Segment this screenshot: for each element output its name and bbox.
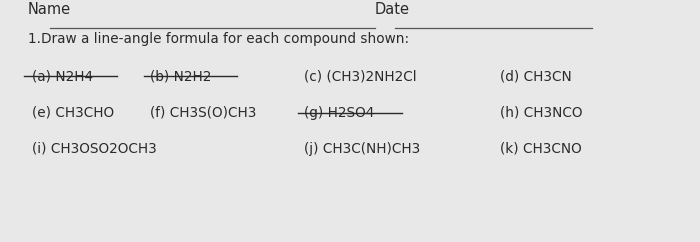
Text: (a) N2H4: (a) N2H4 [32,69,92,83]
Text: (d) CH3CN: (d) CH3CN [500,69,573,83]
Text: (c) (CH3)2NH2Cl: (c) (CH3)2NH2Cl [304,69,417,83]
Text: (h) CH3NCO: (h) CH3NCO [500,106,583,120]
Text: (f) CH3S(O)CH3: (f) CH3S(O)CH3 [150,106,257,120]
Text: (g) H2SO4: (g) H2SO4 [304,106,375,120]
Text: 1.Draw a line-angle formula for each compound shown:: 1.Draw a line-angle formula for each com… [28,32,409,46]
Text: (e) CH3CHO: (e) CH3CHO [32,106,113,120]
Text: Date: Date [374,2,409,17]
Text: Name: Name [28,2,71,17]
Text: (k) CH3CNO: (k) CH3CNO [500,142,582,156]
Text: (b) N2H2: (b) N2H2 [150,69,212,83]
Text: (i) CH3OSO2OCH3: (i) CH3OSO2OCH3 [32,142,156,156]
Text: (j) CH3C(NH)CH3: (j) CH3C(NH)CH3 [304,142,421,156]
